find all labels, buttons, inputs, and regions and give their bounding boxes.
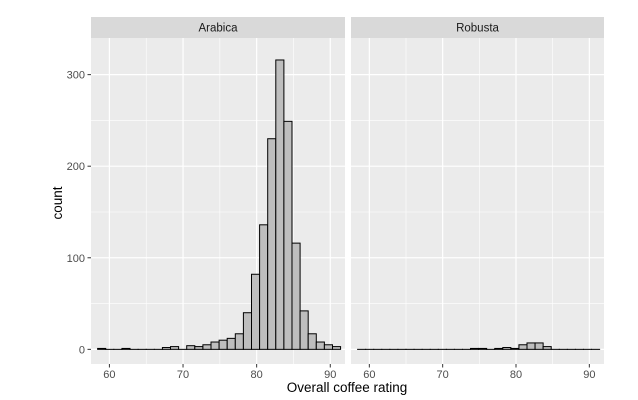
panel-background <box>91 38 345 364</box>
histogram-bar <box>534 342 544 350</box>
x-tick-label: 90 <box>324 369 336 381</box>
histogram-bar <box>210 341 220 350</box>
y-axis-title: count <box>50 186 65 219</box>
histogram-bar <box>202 344 212 350</box>
histogram-bar <box>259 224 269 350</box>
facet-strip <box>351 17 604 38</box>
histogram-bar <box>526 342 536 350</box>
histogram-bar <box>250 273 261 350</box>
histogram-bar <box>307 333 317 350</box>
histogram-bar <box>470 347 480 350</box>
facet-strip <box>91 17 345 38</box>
y-tick-label: 300 <box>67 70 85 82</box>
facet-strip-label: Arabica <box>199 23 239 35</box>
histogram-bar <box>299 310 309 350</box>
histogram-bar <box>542 346 552 350</box>
histogram-bar <box>267 138 277 350</box>
histogram-bar <box>323 344 333 350</box>
histogram-bar <box>478 347 488 350</box>
facet-panel-arabica: Arabica 60 70 80 90 <box>91 17 345 381</box>
x-tick-label: 80 <box>510 369 522 381</box>
histogram-bar <box>121 347 131 350</box>
x-tick-label: 70 <box>177 369 189 381</box>
facet-panel-robusta: Robusta 60 70 80 90 <box>351 17 604 381</box>
x-tick-label: 60 <box>363 369 375 381</box>
x-tick-label: 60 <box>103 369 115 381</box>
histogram-bar <box>186 345 196 350</box>
histogram-bar <box>275 59 285 350</box>
y-tick-label: 0 <box>79 344 85 356</box>
histogram-bar <box>331 346 342 350</box>
facets-group: Arabica 60 70 80 90 Robusta 60 70 80 90 <box>91 17 604 381</box>
y-tick-label: 200 <box>67 161 85 173</box>
histogram-bar <box>97 347 107 350</box>
histogram-bar <box>242 312 252 350</box>
facet-strip-label: Robusta <box>456 23 499 35</box>
panel-background <box>351 38 604 364</box>
histogram-bar <box>161 347 172 350</box>
histogram-bar <box>510 347 520 350</box>
histogram-bar <box>194 346 204 350</box>
x-tick-label: 80 <box>251 369 263 381</box>
y-axis: 0 100 200 300 <box>67 70 91 356</box>
histogram-bar <box>234 333 244 350</box>
histogram-bar <box>315 341 325 350</box>
histogram-bar <box>518 344 528 350</box>
histogram-bar <box>218 339 228 350</box>
histogram-bar <box>291 242 301 350</box>
histogram-bar <box>226 337 236 350</box>
x-axis-title: Overall coffee rating <box>287 380 408 395</box>
histogram-bar <box>170 346 180 350</box>
histogram-bar <box>494 347 504 350</box>
y-tick-label: 100 <box>67 253 85 265</box>
x-tick-label: 90 <box>583 369 595 381</box>
histogram-bar <box>502 347 512 350</box>
histogram-bar <box>283 120 293 350</box>
x-tick-label: 70 <box>437 369 449 381</box>
